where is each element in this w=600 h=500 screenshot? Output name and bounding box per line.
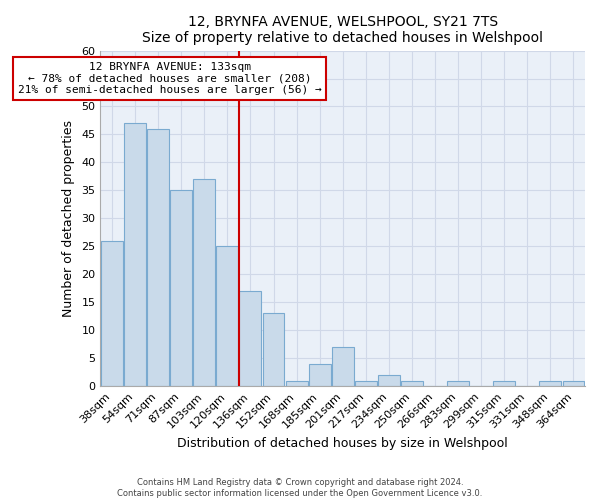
- Bar: [124, 124, 146, 386]
- Bar: [447, 380, 469, 386]
- Bar: [493, 380, 515, 386]
- X-axis label: Distribution of detached houses by size in Welshpool: Distribution of detached houses by size …: [178, 437, 508, 450]
- Bar: [401, 380, 423, 386]
- Bar: [332, 347, 353, 386]
- Y-axis label: Number of detached properties: Number of detached properties: [62, 120, 74, 317]
- Text: Contains HM Land Registry data © Crown copyright and database right 2024.
Contai: Contains HM Land Registry data © Crown c…: [118, 478, 482, 498]
- Bar: [170, 190, 192, 386]
- Title: 12, BRYNFA AVENUE, WELSHPOOL, SY21 7TS
Size of property relative to detached hou: 12, BRYNFA AVENUE, WELSHPOOL, SY21 7TS S…: [142, 15, 543, 45]
- Bar: [147, 129, 169, 386]
- Bar: [308, 364, 331, 386]
- Bar: [239, 291, 262, 386]
- Bar: [193, 179, 215, 386]
- Bar: [563, 380, 584, 386]
- Bar: [355, 380, 377, 386]
- Bar: [286, 380, 308, 386]
- Bar: [378, 375, 400, 386]
- Bar: [101, 241, 123, 386]
- Text: 12 BRYNFA AVENUE: 133sqm
← 78% of detached houses are smaller (208)
21% of semi-: 12 BRYNFA AVENUE: 133sqm ← 78% of detach…: [18, 62, 322, 95]
- Bar: [217, 246, 238, 386]
- Bar: [539, 380, 562, 386]
- Bar: [263, 314, 284, 386]
